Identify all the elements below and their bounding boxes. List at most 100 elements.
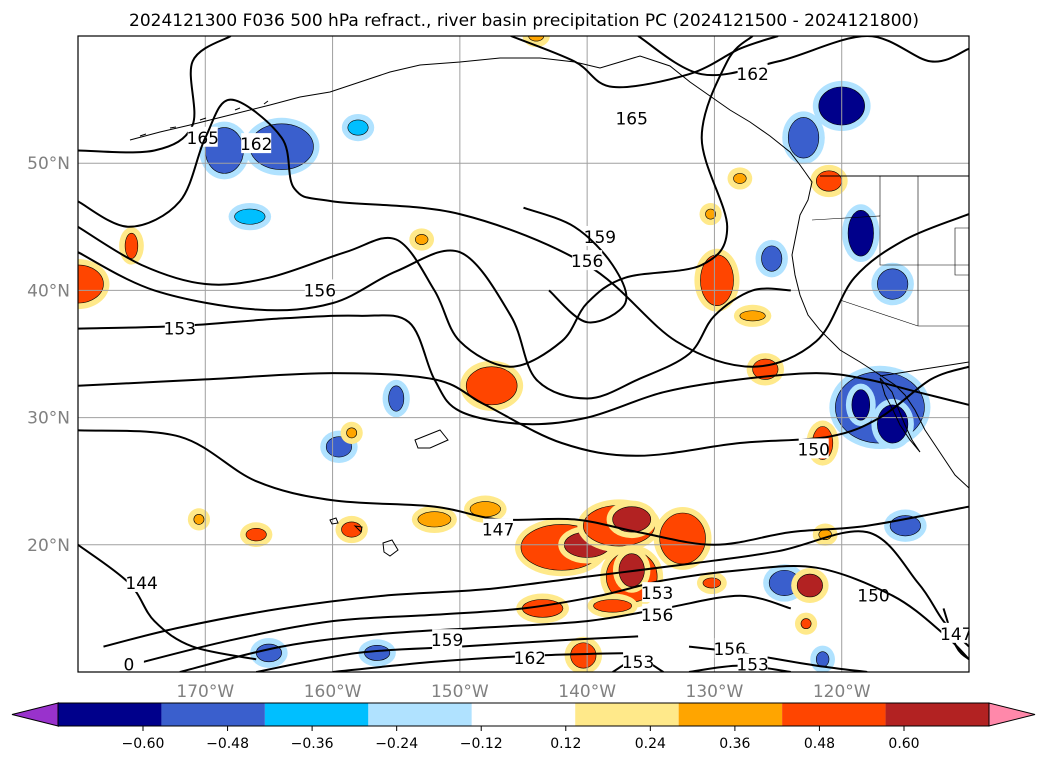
contour-label-background	[241, 133, 272, 154]
precip-patch	[761, 245, 783, 272]
colorbar-box	[58, 703, 162, 726]
colorbar-box	[885, 703, 989, 726]
colorbar-box	[471, 703, 576, 726]
x-tick-label: 150°W	[431, 682, 489, 702]
contour-line	[78, 544, 257, 661]
colorbar: −0.60 −0.48 −0.36 −0.24 −0.12 0.12 0.24 0.36 0.4…	[11, 701, 1036, 752]
contour-label-background	[164, 317, 195, 338]
colorbar-tick-label: 0.48	[804, 736, 835, 752]
contour-label-background	[514, 647, 545, 668]
contour-line	[78, 98, 969, 368]
contour-label: 162	[736, 65, 768, 85]
contour-label: 156	[571, 252, 603, 272]
refractivity-contours: 1651651621621591561561531501471441501531…	[78, 36, 969, 675]
precip-patch	[705, 208, 717, 220]
colorbar-box	[782, 703, 886, 726]
contour-label: 159	[431, 631, 463, 651]
map-frame	[77, 35, 970, 673]
colorbar-box	[575, 703, 679, 726]
contour-label-background	[737, 653, 768, 672]
contour-label-background	[572, 250, 603, 271]
y-tick-label: 40°N	[27, 281, 70, 301]
colorbar-tick-label: −0.48	[206, 736, 249, 752]
colorbar-tick-label: 0.12	[550, 736, 581, 752]
colorbar-box	[678, 703, 783, 726]
contour-label: 153	[641, 584, 673, 604]
contour-label-background	[304, 279, 335, 300]
contour-label: 165	[615, 110, 647, 130]
contour-label: 156	[304, 281, 336, 301]
colorbar-tick-label: 0.24	[635, 736, 666, 752]
contour-line	[78, 365, 969, 457]
alaska-coastline	[129, 55, 806, 173]
precip-patch	[346, 427, 358, 439]
precip-patch	[800, 618, 812, 630]
x-tick-label: 130°W	[686, 682, 744, 702]
precip-patch	[415, 234, 429, 245]
contour-label-background	[483, 518, 514, 539]
precip-patch	[593, 599, 632, 613]
precip-patch	[347, 119, 369, 136]
precip-patch	[702, 577, 722, 589]
state-borders	[811, 176, 969, 327]
precip-patch	[877, 404, 909, 444]
colorbar-box	[368, 703, 472, 726]
contour-label-background	[432, 629, 463, 650]
colorbar-frame	[57, 702, 990, 727]
contour-line	[637, 36, 969, 77]
contour-label: 165	[187, 129, 219, 149]
island-outline	[414, 429, 449, 449]
contour-line	[179, 594, 792, 672]
aleutian-islands	[139, 100, 269, 137]
precip-patch	[234, 208, 266, 225]
precip-patch	[193, 513, 205, 525]
contour-label: 144	[125, 574, 157, 594]
precip-patch	[739, 310, 766, 322]
colorbar-tick-label: −0.60	[122, 736, 165, 752]
precip-patch	[388, 385, 405, 412]
contour-line	[78, 36, 754, 368]
x-tick-label: 120°W	[813, 682, 871, 702]
x-tick-label: 160°W	[304, 682, 362, 702]
x-tick-label: 140°W	[558, 682, 616, 702]
precip-patch	[124, 232, 139, 259]
contour-label-background	[714, 638, 745, 659]
contour-label: 0	[124, 655, 135, 675]
contour-label-background	[941, 622, 969, 643]
longitude-tick-labels: 170°W 160°W 150°W 140°W 130°W 120°W	[176, 682, 870, 702]
contour-line	[103, 530, 969, 648]
contour-label: 150	[857, 587, 889, 607]
baja-california-coastline	[879, 377, 921, 453]
coastlines	[129, 55, 969, 557]
precip-patch	[851, 389, 871, 421]
contour-label: 147	[482, 521, 514, 541]
contour-label-background	[187, 126, 218, 147]
contour-line	[523, 206, 628, 324]
contour-label: 162	[240, 135, 272, 155]
precip-patch	[847, 209, 874, 257]
contour-label-background	[126, 571, 157, 592]
contour-label: 153	[622, 653, 654, 673]
us-mexico-border	[879, 361, 969, 377]
precip-patch	[245, 527, 267, 542]
precip-patch	[796, 573, 823, 598]
colorbar-tick-label: −0.24	[375, 736, 418, 752]
contour-label-background	[798, 438, 829, 459]
colorbar-box	[264, 703, 369, 726]
contour-label-background	[113, 653, 144, 672]
contour-line	[942, 608, 969, 661]
contour-line	[688, 645, 868, 672]
y-tick-label: 50°N	[27, 154, 70, 174]
contour-label-background	[623, 650, 654, 671]
precip-patch	[417, 511, 452, 528]
colorbar-extend-high	[988, 702, 1036, 727]
precip-patch	[78, 264, 104, 304]
precip-patch	[815, 651, 830, 668]
precip-patch	[612, 506, 652, 533]
precip-patch	[364, 644, 391, 661]
contour-line	[78, 36, 232, 154]
contour-line	[78, 314, 969, 426]
contour-line	[332, 651, 639, 672]
colorbar-tick-label: 0.36	[719, 736, 750, 752]
precip-patch	[877, 268, 909, 300]
